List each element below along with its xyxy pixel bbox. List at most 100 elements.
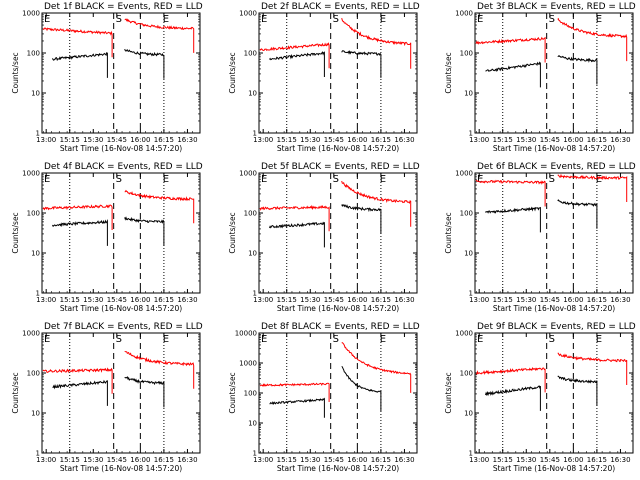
events-series-line (341, 204, 382, 234)
y-tick-label: 10 (464, 90, 473, 98)
plot-frame (258, 332, 418, 454)
x-tick-label: 15:45 (324, 296, 344, 304)
panel-title: Det 4f BLACK = Events, RED = LLD (44, 162, 203, 172)
marker-label: E (380, 14, 386, 25)
x-tick-label: 16:15 (154, 136, 174, 144)
events-series-line (485, 61, 541, 88)
y-tick-label: 1000 (22, 10, 40, 18)
marker-label: E (44, 334, 50, 345)
lld-series-line (341, 342, 412, 393)
plot-frame (474, 172, 634, 294)
y-tick-label: 1000 (239, 360, 257, 368)
x-axis-label: Start Time (16-Nov-08 14:57:20) (493, 304, 615, 313)
x-tick-label: 16:30 (394, 296, 414, 304)
x-tick-label: 16:15 (371, 296, 391, 304)
plot-frame (41, 172, 201, 294)
x-tick-label: 15:15 (277, 136, 297, 144)
y-tick-label: 1 (253, 290, 257, 298)
marker-label: E (44, 174, 50, 185)
y-tick-label: 1 (36, 450, 40, 458)
panel-title: Det 7f BLACK = Events, RED = LLD (44, 322, 203, 332)
y-tick-label: 10000 (235, 330, 257, 338)
y-tick-label: 1 (36, 130, 40, 138)
x-tick-label: 15:15 (277, 296, 297, 304)
lld-series-line (475, 36, 546, 63)
x-tick-label: 16:15 (587, 296, 607, 304)
marker-label: S (116, 174, 122, 185)
x-tick-label: 15:45 (107, 296, 127, 304)
events-series-line (52, 219, 108, 246)
y-tick-label: 100 (27, 210, 40, 218)
marker-label: E (477, 334, 483, 345)
x-axis-label: Start Time (16-Nov-08 14:57:20) (493, 144, 615, 153)
marker-label: E (163, 174, 169, 185)
x-tick-label: 16:00 (563, 136, 583, 144)
chart-panel-9: Det 9f BLACK = Events, RED = LLD 1 10 100 10… (444, 322, 636, 473)
x-tick-label: 16:15 (371, 456, 391, 464)
x-tick-label: 15:15 (277, 456, 297, 464)
y-tick-label: 10 (31, 90, 40, 98)
x-tick-label: 16:15 (154, 296, 174, 304)
x-tick-label: 16:00 (347, 296, 367, 304)
chart-panel-5: Det 5f BLACK = Events, RED = LLD 1 10 100 10… (228, 162, 420, 313)
x-tick-label: 13:00 (469, 456, 489, 464)
x-tick-label: 15:45 (540, 136, 560, 144)
lld-series-line (341, 180, 412, 227)
marker-label: S (333, 334, 339, 345)
y-tick-label: 10 (248, 420, 257, 428)
marker-label: S (116, 14, 122, 25)
events-series-line (124, 48, 165, 79)
y-tick-label: 100 (27, 370, 40, 378)
x-tick-label: 16:30 (610, 456, 630, 464)
events-series-line (485, 385, 541, 411)
plot-frame (258, 12, 418, 134)
marker-label: E (380, 334, 386, 345)
y-tick-label: 1 (469, 130, 473, 138)
panel-title: Det 3f BLACK = Events, RED = LLD (477, 2, 636, 12)
y-axis-label: Counts/sec (228, 212, 237, 253)
y-tick-label: 10 (248, 90, 257, 98)
y-tick-label: 1 (253, 130, 257, 138)
x-tick-label: 16:30 (177, 136, 197, 144)
x-tick-label: 15:15 (60, 296, 80, 304)
x-tick-label: 15:15 (493, 296, 513, 304)
lld-series-line (475, 179, 546, 207)
panel-title: Det 8f BLACK = Events, RED = LLD (261, 322, 420, 332)
marker-label: S (116, 334, 122, 345)
events-series-line (557, 199, 598, 229)
marker-label: S (549, 334, 555, 345)
lld-series-line (259, 204, 330, 232)
y-tick-label: 100 (460, 210, 473, 218)
x-axis-label: Start Time (16-Nov-08 14:57:20) (277, 304, 399, 313)
x-tick-label: 13:00 (36, 296, 56, 304)
x-tick-label: 15:45 (107, 136, 127, 144)
marker-label: E (163, 14, 169, 25)
events-series-line (52, 52, 108, 78)
x-tick-label: 16:00 (130, 136, 150, 144)
x-tick-label: 15:15 (493, 136, 513, 144)
chart-panel-1: Det 1f BLACK = Events, RED = LLD 1 10 100 10… (11, 2, 203, 153)
x-tick-label: 15:30 (83, 136, 103, 144)
events-series-line (124, 216, 165, 246)
x-tick-label: 16:30 (610, 296, 630, 304)
y-axis-label: Counts/sec (228, 52, 237, 93)
x-tick-label: 13:00 (253, 296, 273, 304)
lld-series-line (124, 350, 195, 389)
x-tick-label: 16:00 (347, 456, 367, 464)
y-tick-label: 1 (253, 450, 257, 458)
lld-series-line (124, 189, 195, 224)
x-tick-label: 15:30 (516, 456, 536, 464)
marker-label: E (261, 334, 267, 345)
x-axis-label: Start Time (16-Nov-08 14:57:20) (277, 464, 399, 473)
x-tick-label: 16:30 (177, 456, 197, 464)
panel-title: Det 9f BLACK = Events, RED = LLD (477, 322, 636, 332)
x-tick-label: 16:00 (130, 456, 150, 464)
y-axis-label: Counts/sec (11, 212, 20, 253)
x-tick-label: 15:30 (300, 456, 320, 464)
x-axis-label: Start Time (16-Nov-08 14:57:20) (60, 464, 182, 473)
x-tick-label: 15:45 (324, 456, 344, 464)
x-tick-label: 16:30 (177, 296, 197, 304)
y-tick-label: 100 (460, 370, 473, 378)
y-tick-label: 1000 (455, 330, 473, 338)
lld-series-line (341, 17, 412, 69)
